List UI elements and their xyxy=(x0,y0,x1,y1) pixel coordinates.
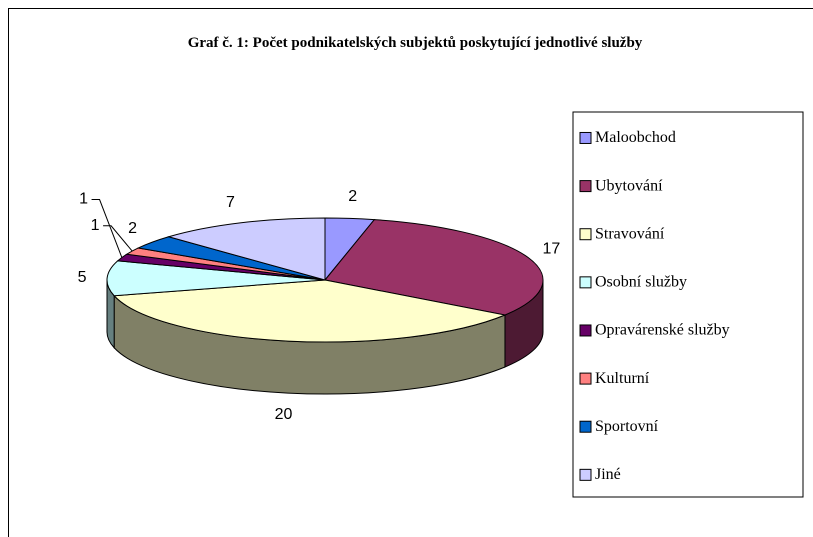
data-label: 7 xyxy=(226,194,235,211)
leader-line xyxy=(91,199,123,258)
pie-slice xyxy=(106,260,326,297)
legend-swatch xyxy=(579,324,592,337)
pie-slice xyxy=(113,279,507,343)
data-label: 2 xyxy=(128,220,137,237)
data-label: 2 xyxy=(348,188,357,205)
leader-line xyxy=(103,225,133,252)
data-label: 1 xyxy=(79,191,88,208)
legend-box xyxy=(572,111,804,498)
data-label: 1 xyxy=(91,217,100,234)
legend-swatch xyxy=(579,228,592,241)
legend-swatch xyxy=(579,180,592,193)
legend-swatch xyxy=(579,420,592,433)
legend-swatch xyxy=(579,468,592,481)
legend-label: Osobní služby xyxy=(595,274,687,291)
legend-swatch xyxy=(579,131,592,144)
legend-swatch xyxy=(579,372,592,385)
chart-title: Graf č. 1: Počet podnikatelských subjekt… xyxy=(187,35,643,51)
legend-label: Maloobchod xyxy=(595,129,676,146)
legend-label: Opravárenské služby xyxy=(595,322,730,339)
legend-label: Ubytování xyxy=(595,177,663,194)
legend-label: Sportovní xyxy=(595,418,659,435)
data-label: 20 xyxy=(275,406,293,423)
legend-label: Kulturní xyxy=(595,370,650,387)
legend-swatch xyxy=(579,276,592,289)
pie-slice xyxy=(166,217,326,281)
data-label: 5 xyxy=(78,269,87,286)
data-label: 17 xyxy=(543,241,561,258)
chart-frame xyxy=(8,8,813,537)
legend-label: Stravování xyxy=(595,225,665,242)
pie-slice xyxy=(324,219,544,316)
legend-label: Jiné xyxy=(595,466,621,483)
